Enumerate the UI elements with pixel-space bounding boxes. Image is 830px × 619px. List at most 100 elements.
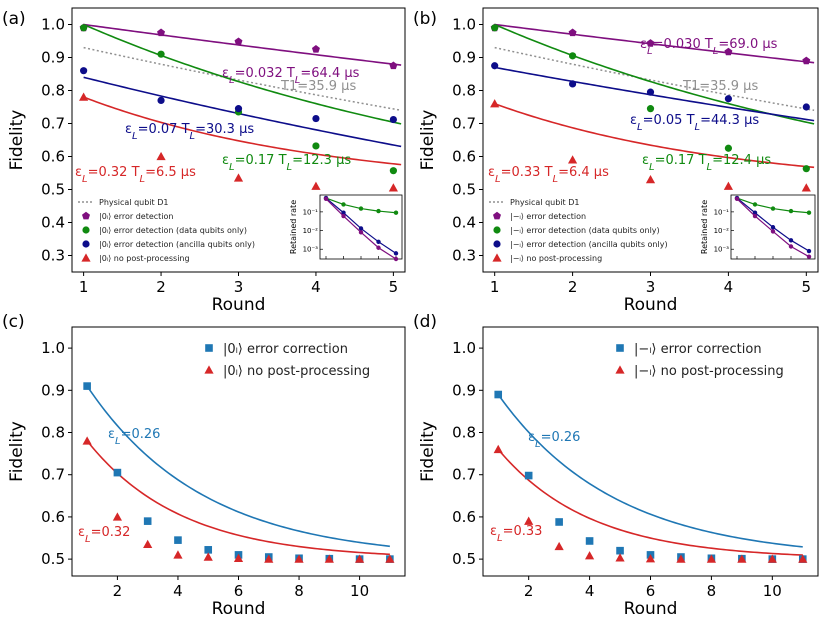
fit-annotation: εL=0.26 — [528, 430, 580, 450]
y-tick-label: 0.9 — [452, 49, 476, 67]
data-point — [83, 382, 91, 390]
data-point — [80, 24, 88, 32]
legend-label: |−ₗ⟩ no post-processing — [510, 254, 602, 263]
legend-marker — [204, 365, 214, 374]
legend: Physical qubit D1 |0ₗ⟩ error detection |0ₗ… — [78, 198, 255, 263]
fit-curve — [83, 96, 402, 166]
y-tick-label: 0.4 — [452, 214, 476, 232]
x-tick-label: 4 — [724, 278, 734, 296]
data-point — [173, 550, 183, 559]
x-tick-label: 1 — [490, 278, 500, 296]
data-point — [555, 518, 563, 526]
data-point — [798, 554, 808, 563]
fit-curve — [86, 385, 390, 548]
data-series — [80, 24, 397, 175]
fit-curve — [86, 440, 390, 556]
data-point — [174, 536, 182, 544]
inset-point — [788, 208, 794, 214]
data-point — [802, 103, 810, 111]
data-point — [491, 24, 499, 32]
y-tick-label: 0.9 — [41, 49, 65, 67]
data-point — [143, 517, 152, 525]
chart-panel-a: (a) 0.3 0.4 0.5 0.6 0.7 0.8 0.9 1.0 1 2 3 4 5 Round Fid… — [2, 7, 406, 315]
inset-tick-label: 10⁻¹ — [303, 208, 319, 216]
data-series — [79, 92, 398, 192]
inset-point — [806, 254, 812, 259]
legend-label: |−ₗ⟩ error detection (ancilla qubits onl… — [510, 240, 668, 249]
legend-label: |0ₗ⟩ error detection — [99, 212, 173, 221]
data-point — [801, 183, 811, 192]
legend-marker — [82, 240, 90, 248]
fit-annotation: εL=0.17 TL=12.4 μs — [642, 153, 771, 173]
y-tick-label: 0.7 — [452, 115, 476, 133]
inset-point — [358, 226, 364, 231]
data-point — [524, 471, 533, 480]
x-tick-label: 2 — [113, 582, 123, 600]
data-point — [646, 88, 655, 96]
data-point — [767, 554, 777, 563]
data-point — [324, 554, 334, 563]
fit-annotation: εL=0.17 TL=12.3 μs — [222, 153, 351, 173]
legend-marker — [205, 344, 213, 352]
panel-label: (c) — [2, 312, 25, 332]
data-point — [706, 554, 717, 563]
x-tick-label: 8 — [707, 582, 717, 600]
data-point — [311, 181, 321, 190]
physical-qubit-annotation: T1=35.9 μs — [682, 79, 758, 94]
data-point — [389, 61, 398, 70]
legend-marker — [615, 365, 625, 374]
data-point — [385, 554, 395, 563]
data-point — [157, 50, 165, 58]
inset-ylabel: Retained rate — [700, 200, 709, 254]
data-point — [646, 39, 655, 47]
legend-physical-label: Physical qubit D1 — [99, 198, 168, 207]
fit-annotation: εL=0.32 — [78, 525, 130, 545]
data-point — [491, 62, 499, 70]
y-tick-label: 0.8 — [41, 82, 65, 100]
fit-curve — [494, 102, 815, 169]
data-point — [312, 142, 320, 150]
data-point — [802, 165, 810, 173]
data-point — [112, 512, 123, 521]
data-series — [80, 67, 397, 124]
y-tick-label: 0.8 — [452, 82, 476, 100]
y-tick-label: 0.6 — [41, 508, 65, 526]
fit-curve — [494, 66, 815, 122]
data-point — [312, 114, 320, 123]
data-series — [490, 99, 811, 192]
x-axis-label: Round — [212, 295, 266, 315]
fit-curve — [83, 23, 402, 125]
inset-point — [341, 213, 346, 219]
legend-label: |0ₗ⟩ no post-processing — [223, 364, 370, 379]
data-series — [491, 62, 810, 111]
data-point — [646, 105, 655, 113]
inset-point — [393, 210, 399, 215]
fit-curve — [494, 23, 815, 64]
y-tick-label: 0.6 — [452, 148, 476, 166]
y-tick-label: 0.3 — [41, 247, 65, 265]
x-tick-label: 10 — [763, 582, 782, 600]
x-tick-label: 4 — [585, 582, 595, 600]
x-tick-label: 2 — [156, 278, 166, 296]
inset-ylabel: Retained rate — [289, 200, 298, 254]
legend-marker — [493, 211, 501, 220]
y-tick-label: 0.3 — [452, 247, 476, 265]
y-tick-label: 0.7 — [41, 466, 65, 484]
legend-label: |0ₗ⟩ error detection (data qubits only) — [99, 226, 247, 235]
data-point — [645, 554, 656, 563]
legend-marker — [82, 226, 90, 234]
inset-point — [734, 196, 740, 202]
inset-point — [770, 206, 776, 211]
inset-point — [323, 196, 329, 202]
inset-point — [376, 208, 381, 214]
data-point — [234, 105, 243, 113]
x-tick-label: 3 — [234, 278, 244, 296]
inset-tick-label: 10⁻³ — [303, 246, 319, 254]
data-point — [389, 115, 397, 124]
data-point — [233, 173, 244, 182]
x-axis-label: Round — [624, 295, 678, 315]
inset-point — [806, 248, 812, 254]
fit-annotation: εL=0.032 TL=64.4 μs — [222, 66, 360, 86]
fit-annotation: εL=0.33 — [490, 524, 542, 544]
y-axis-label: Fidelity — [418, 421, 438, 482]
